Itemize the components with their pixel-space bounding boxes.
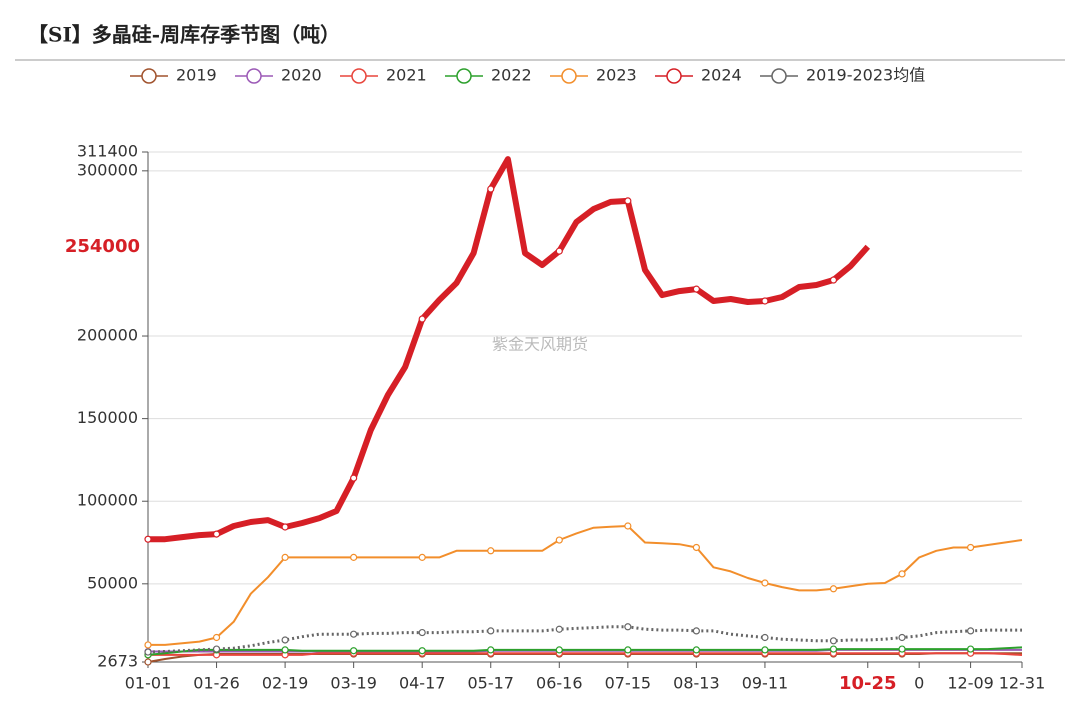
x-tick-label: 05-17 bbox=[467, 674, 514, 693]
series-point bbox=[350, 474, 358, 482]
legend-marker bbox=[351, 68, 367, 84]
series-point bbox=[555, 625, 563, 633]
y-tick-label: 50000 bbox=[87, 573, 138, 592]
legend-marker bbox=[561, 68, 577, 84]
series-point bbox=[350, 630, 358, 638]
x-tick-label: 01-26 bbox=[193, 674, 240, 693]
series-point bbox=[144, 641, 152, 649]
series-point bbox=[761, 579, 769, 587]
x-tick-label: 07-15 bbox=[605, 674, 652, 693]
legend-label: 2021 bbox=[386, 66, 427, 85]
y-tick-label: 100000 bbox=[77, 491, 138, 510]
y-tick-label: 311400 bbox=[77, 142, 138, 161]
series-point bbox=[761, 633, 769, 642]
series-point bbox=[212, 633, 221, 642]
series-point bbox=[418, 553, 426, 561]
series-point bbox=[692, 646, 700, 654]
series-line bbox=[147, 625, 1022, 654]
y-tick-label: 300000 bbox=[77, 160, 138, 179]
legend-label: 2020 bbox=[281, 66, 322, 85]
x-tick-label: 04-17 bbox=[399, 674, 446, 693]
legend-label: 2019-2023均值 bbox=[806, 66, 925, 85]
y-tick-label: 150000 bbox=[77, 408, 138, 427]
series-point bbox=[281, 553, 289, 561]
legend-marker bbox=[771, 68, 787, 84]
legend-marker bbox=[246, 68, 262, 84]
series-point bbox=[898, 570, 906, 578]
x-tick-label: 12-31 bbox=[999, 674, 1046, 693]
x-tick-label: 06-16 bbox=[536, 674, 583, 693]
legend-marker bbox=[666, 68, 682, 84]
series-point bbox=[487, 547, 495, 555]
series-point bbox=[212, 530, 221, 538]
y-tick-label: 200000 bbox=[77, 326, 138, 345]
x-tick-label: 02-19 bbox=[262, 674, 309, 693]
series-line bbox=[147, 646, 1023, 656]
pointer-y-label: 254000 bbox=[65, 236, 140, 257]
x-tick-label: 01-01 bbox=[125, 674, 172, 693]
series-point bbox=[281, 523, 289, 531]
y-tick-label: 2673 bbox=[97, 652, 138, 671]
series-point bbox=[761, 646, 769, 654]
series-point bbox=[487, 646, 495, 654]
series-point bbox=[829, 645, 838, 653]
series-point bbox=[966, 543, 975, 552]
x-tick-label: 08-13 bbox=[673, 674, 720, 693]
series-point bbox=[624, 646, 632, 654]
series-point bbox=[624, 623, 632, 631]
series-point bbox=[829, 637, 838, 645]
series-point bbox=[624, 522, 632, 530]
series-point bbox=[487, 185, 495, 193]
series-point bbox=[761, 297, 769, 305]
x-tick-label: 0 bbox=[914, 674, 924, 693]
series-point bbox=[692, 285, 700, 293]
legend-marker bbox=[456, 68, 472, 84]
series-point bbox=[966, 627, 975, 635]
series-point bbox=[281, 636, 289, 644]
series-point bbox=[555, 536, 563, 544]
series-line bbox=[148, 156, 871, 543]
series-point bbox=[212, 645, 221, 653]
legend-label: 2024 bbox=[701, 66, 742, 85]
series-point bbox=[144, 648, 152, 656]
legend-marker bbox=[141, 68, 157, 84]
series-point bbox=[692, 543, 700, 552]
series-point bbox=[624, 197, 632, 205]
series-line bbox=[148, 525, 1023, 646]
watermark: 紫金天风期货 bbox=[492, 335, 588, 354]
pointer-y-bg bbox=[54, 233, 142, 260]
x-tick-label: 12-09 bbox=[947, 674, 994, 693]
series-point bbox=[966, 645, 975, 653]
series-point bbox=[692, 627, 700, 635]
series-point bbox=[350, 647, 358, 655]
series-point bbox=[555, 646, 563, 654]
series-point bbox=[281, 646, 289, 654]
series-point bbox=[418, 628, 426, 637]
series-point bbox=[555, 247, 563, 255]
series-line bbox=[148, 652, 1023, 656]
pointer-x-bg bbox=[833, 672, 902, 696]
legend-label: 2019 bbox=[176, 66, 217, 85]
x-tick-label: 03-19 bbox=[330, 674, 377, 693]
legend-label: 2023 bbox=[596, 66, 637, 85]
series-point bbox=[144, 658, 152, 666]
series-point bbox=[418, 315, 426, 323]
pointer-x-label: 10-25 bbox=[839, 673, 897, 694]
series-point bbox=[829, 276, 838, 284]
legend-label: 2022 bbox=[491, 66, 532, 85]
chart-title: 【SI】多晶硅-周库存季节图（吨） bbox=[28, 23, 340, 47]
series-point bbox=[898, 645, 906, 653]
series-point bbox=[829, 585, 838, 593]
series-point bbox=[898, 633, 906, 642]
x-tick-label: 09-11 bbox=[742, 674, 789, 693]
series-point bbox=[350, 553, 358, 561]
series-point bbox=[418, 647, 426, 655]
series-point bbox=[487, 627, 495, 635]
series-point bbox=[144, 535, 152, 543]
